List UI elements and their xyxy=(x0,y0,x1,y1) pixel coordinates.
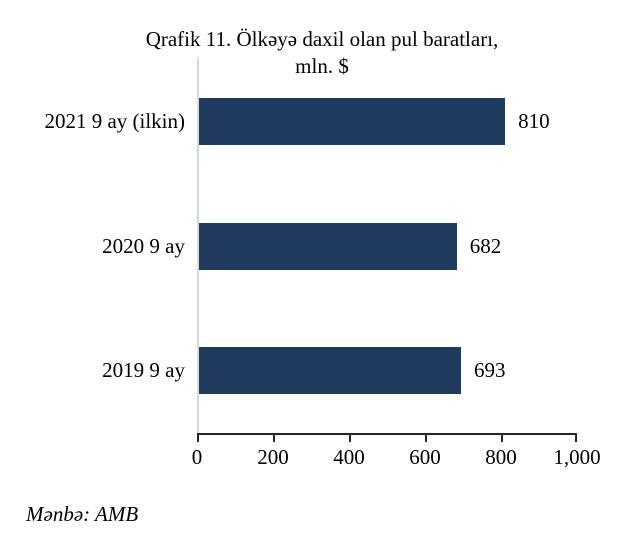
x-axis-tick-0 xyxy=(197,435,199,442)
bar-2020 xyxy=(199,223,457,270)
x-axis-tick-600 xyxy=(425,435,427,442)
bar-row-2021: 810 xyxy=(199,98,577,145)
bar-2019 xyxy=(199,347,461,394)
x-axis-tick-400 xyxy=(349,435,351,442)
x-axis-tick-1000 xyxy=(575,435,577,442)
plot-area: 810 682 693 xyxy=(197,57,577,433)
bar-row-2020: 682 xyxy=(199,223,577,270)
x-axis-label-800: 800 xyxy=(485,445,517,469)
category-label-2021: 2021 9 ay (ilkin) xyxy=(44,109,185,133)
chart-title-units: mln. $ xyxy=(295,54,349,78)
x-axis-tick-200 xyxy=(273,435,275,442)
x-axis-label-1000: 1,000 xyxy=(553,445,601,469)
category-label-2020: 2020 9 ay xyxy=(102,234,185,258)
bar-2021 xyxy=(199,98,506,145)
x-axis-label-400: 400 xyxy=(333,445,365,469)
x-axis-tick-800 xyxy=(501,435,503,442)
x-axis-label-600: 600 xyxy=(409,445,441,469)
bar-row-2019: 693 xyxy=(199,347,577,394)
value-label-2019: 693 xyxy=(473,358,506,382)
x-axis: 0 200 400 600 800 1,000 xyxy=(192,433,601,469)
value-label-2021: 810 xyxy=(518,109,550,133)
chart-title: Qrafik 11. Ölkəyə daxil olan pul baratla… xyxy=(24,26,620,80)
x-axis-label-200: 200 xyxy=(257,445,289,469)
value-label-2020: 682 xyxy=(469,234,502,258)
category-label-2019: 2019 9 ay xyxy=(102,358,185,382)
x-axis-label-0: 0 xyxy=(191,445,203,469)
chart-title-line1: Qrafik 11. Ölkəyə daxil olan pul baratla… xyxy=(145,27,499,51)
source-note: Mənbə: AMB xyxy=(26,502,139,526)
